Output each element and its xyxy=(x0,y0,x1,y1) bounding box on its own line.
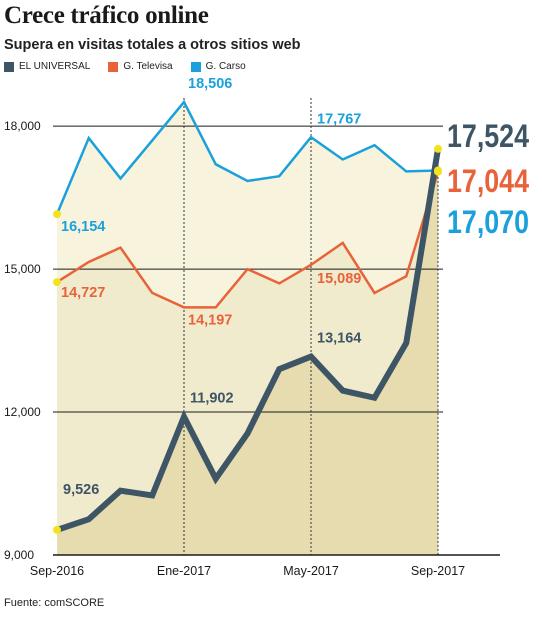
end-value-label: 17,070 xyxy=(447,204,529,240)
legend-item-g-carso: G. Carso xyxy=(190,61,246,72)
legend: EL UNIVERSAL G. Televisa G. Carso xyxy=(4,61,264,72)
y-tick-label: 9,000 xyxy=(4,548,34,562)
legend-item-el-universal: EL UNIVERSAL xyxy=(4,61,90,72)
legend-swatch-el-universal xyxy=(4,61,14,72)
data-label: 18,506 xyxy=(188,76,232,92)
chart-title: Crece tráfico online xyxy=(4,2,209,29)
data-label: 9,526 xyxy=(63,482,99,498)
data-label: 16,154 xyxy=(61,219,105,235)
data-label: 14,727 xyxy=(61,285,105,301)
x-tick-label: Sep-2016 xyxy=(30,564,84,578)
series-line-g-televisa xyxy=(56,171,440,309)
y-tick-label: 12,000 xyxy=(4,405,41,419)
data-point xyxy=(53,525,61,534)
data-label: 15,089 xyxy=(317,271,361,287)
area-fill-lower xyxy=(57,148,438,555)
data-label: 14,197 xyxy=(188,312,232,328)
source-note: Fuente: comSCORE xyxy=(4,597,105,609)
x-tick-label: Sep-2017 xyxy=(411,564,465,578)
data-point xyxy=(434,166,442,175)
data-label: 17,767 xyxy=(317,111,361,127)
y-tick-label: 18,000 xyxy=(4,119,41,133)
chart-subtitle: Supera en visitas totales a otros sitios… xyxy=(4,37,301,53)
x-tick-label: May-2017 xyxy=(283,564,339,578)
series-line-g-carso xyxy=(55,99,439,215)
legend-item-g-televisa: G. Televisa xyxy=(108,61,173,72)
data-point xyxy=(53,210,61,219)
data-point xyxy=(53,278,61,287)
x-tick-label: Ene-2017 xyxy=(157,564,211,578)
y-tick-label: 15,000 xyxy=(4,262,41,276)
legend-label-g-carso: G. Carso xyxy=(205,61,246,72)
series-line-el-universal xyxy=(56,148,441,533)
data-label: 11,902 xyxy=(190,391,234,407)
end-value-label: 17,044 xyxy=(447,163,529,199)
legend-label-g-televisa: G. Televisa xyxy=(123,61,173,72)
legend-label-el-universal: EL UNIVERSAL xyxy=(19,61,91,72)
data-label: 13,164 xyxy=(317,331,361,347)
legend-swatch-g-carso xyxy=(190,61,201,72)
legend-swatch-g-televisa xyxy=(108,61,119,72)
data-point xyxy=(434,144,442,153)
end-value-label: 17,524 xyxy=(447,118,529,154)
